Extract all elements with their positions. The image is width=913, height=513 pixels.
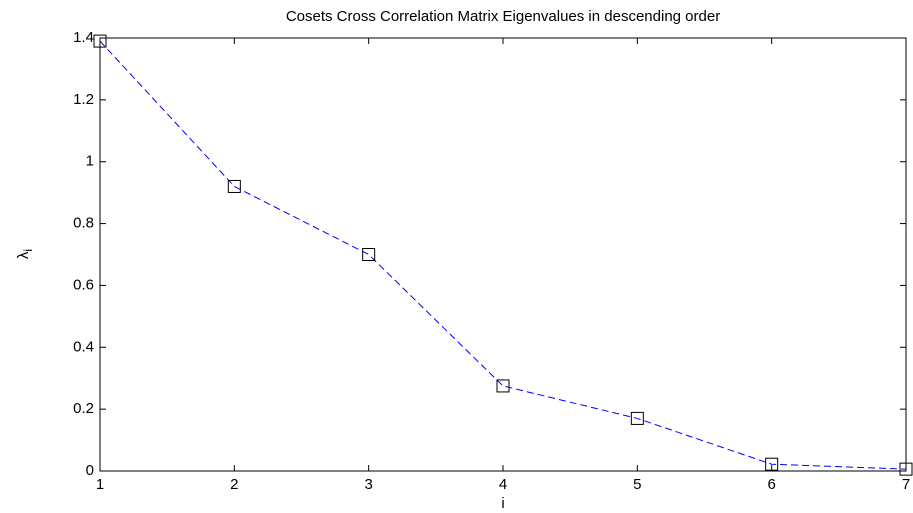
marker: [227, 179, 241, 193]
y-axis-label: λi: [15, 249, 35, 259]
y-tick-label: 0.2: [73, 400, 94, 417]
y-tick-label: 1: [86, 153, 94, 170]
y-tick-label: 1.4: [73, 29, 94, 46]
marker: [899, 462, 913, 476]
y-tick-label: 0.6: [73, 276, 94, 293]
x-axis-label: i: [501, 495, 504, 512]
marker: [496, 379, 510, 393]
y-axis-label-subscript: i: [21, 249, 35, 252]
x-tick-label: 6: [767, 476, 775, 493]
x-tick-label: 1: [96, 476, 104, 493]
data-line: [99, 40, 907, 470]
x-tick-label: 2: [230, 476, 238, 493]
y-tick-label: 0.8: [73, 215, 94, 232]
y-axis-label-group: λi: [15, 249, 35, 259]
y-tick-label: 0.4: [73, 338, 94, 355]
y-axis-label-symbol: λ: [15, 251, 32, 259]
chart-title: Cosets Cross Correlation Matrix Eigenval…: [286, 8, 720, 25]
x-tick-label: 5: [633, 476, 641, 493]
marker: [93, 34, 107, 48]
y-tick-label: 1.2: [73, 91, 94, 108]
x-tick-label: 4: [499, 476, 507, 493]
x-tick-label: 7: [902, 476, 910, 493]
y-tick-label: 0: [86, 462, 94, 479]
x-tick-label: 3: [364, 476, 372, 493]
marker: [630, 411, 644, 425]
marker: [362, 248, 376, 261]
marker: [765, 457, 779, 471]
